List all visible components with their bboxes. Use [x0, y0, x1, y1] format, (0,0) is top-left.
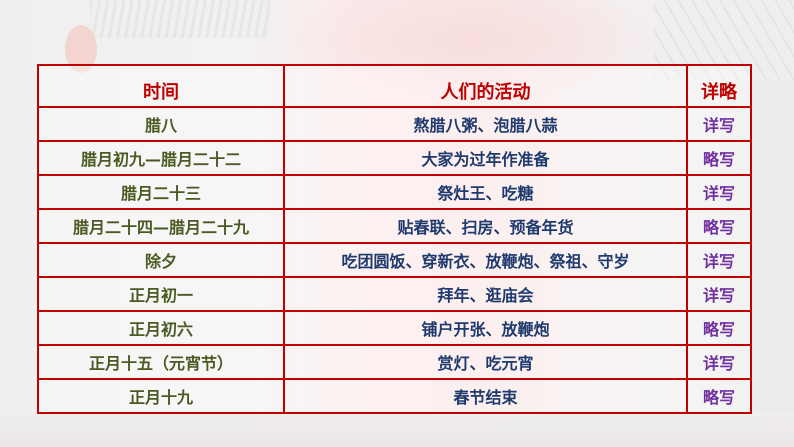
table-header-row: 时间 人们的活动 详略	[37, 64, 752, 108]
time-cell: 正月十五（元宵节）	[37, 344, 285, 380]
activity-cell: 春节结束	[283, 378, 688, 414]
time-cell: 腊八	[37, 106, 285, 142]
roof-decoration	[90, 0, 270, 38]
header-activity: 人们的活动	[283, 64, 688, 108]
activity-cell: 拜年、逛庙会	[283, 276, 688, 312]
time-cell: 正月初一	[37, 276, 285, 312]
time-cell: 腊月初九—腊月二十二	[37, 140, 285, 176]
table-row: 正月初一 拜年、逛庙会 详写	[37, 276, 752, 312]
header-detail: 详略	[686, 64, 752, 108]
table-row: 腊月二十三 祭灶王、吃糖 详写	[37, 174, 752, 210]
table-row: 腊月二十四—腊月二十九 贴春联、扫房、预备年货 略写	[37, 208, 752, 244]
detail-cell: 详写	[686, 276, 752, 312]
table-row: 腊月初九—腊月二十二 大家为过年作准备 略写	[37, 140, 752, 176]
table-row: 正月十五（元宵节） 赏灯、吃元宵 详写	[37, 344, 752, 380]
table-row: 正月十九 春节结束 略写	[37, 378, 752, 414]
detail-cell: 略写	[686, 378, 752, 414]
activity-cell: 贴春联、扫房、预备年货	[283, 208, 688, 244]
table-row: 正月初六 铺户开张、放鞭炮 略写	[37, 310, 752, 346]
detail-cell: 略写	[686, 140, 752, 176]
activity-cell: 铺户开张、放鞭炮	[283, 310, 688, 346]
spring-festival-table: 时间 人们的活动 详略 腊八 熬腊八粥、泡腊八蒜 详写 腊月初九—腊月二十二 大家为过年…	[37, 64, 752, 414]
detail-cell: 略写	[686, 208, 752, 244]
detail-cell: 详写	[686, 106, 752, 142]
activity-cell: 祭灶王、吃糖	[283, 174, 688, 210]
detail-cell: 详写	[686, 344, 752, 380]
activity-cell: 熬腊八粥、泡腊八蒜	[283, 106, 688, 142]
time-cell: 除夕	[37, 242, 285, 278]
time-cell: 正月十九	[37, 378, 285, 414]
header-time: 时间	[37, 64, 285, 108]
activity-cell: 大家为过年作准备	[283, 140, 688, 176]
activity-cell: 赏灯、吃元宵	[283, 344, 688, 380]
time-cell: 正月初六	[37, 310, 285, 346]
table-row: 除夕 吃团圆饭、穿新衣、放鞭炮、祭祖、守岁 详写	[37, 242, 752, 278]
detail-cell: 详写	[686, 174, 752, 210]
detail-cell: 略写	[686, 310, 752, 346]
activity-cell: 吃团圆饭、穿新衣、放鞭炮、祭祖、守岁	[283, 242, 688, 278]
detail-cell: 详写	[686, 242, 752, 278]
table-row: 腊八 熬腊八粥、泡腊八蒜 详写	[37, 106, 752, 142]
time-cell: 腊月二十四—腊月二十九	[37, 208, 285, 244]
building-decoration	[0, 413, 794, 447]
time-cell: 腊月二十三	[37, 174, 285, 210]
